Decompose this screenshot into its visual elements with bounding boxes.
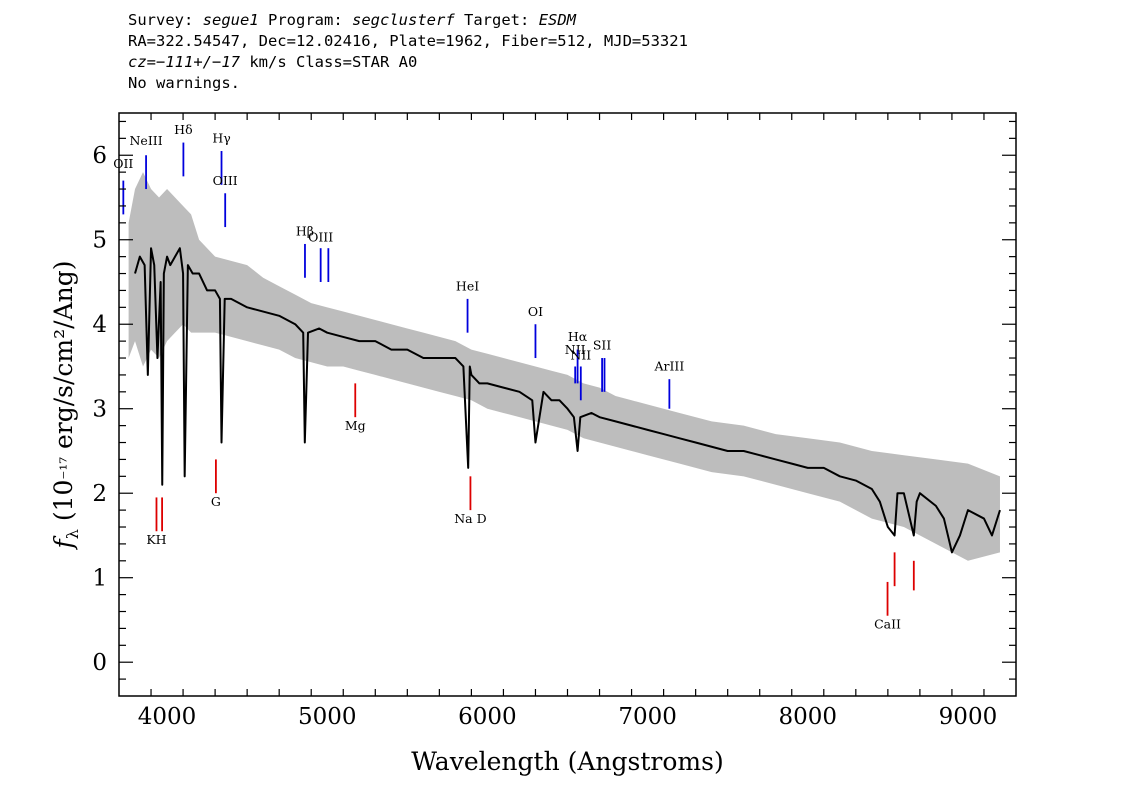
spectrum-header: Survey: segue1 Program: segclusterf Targ… — [128, 10, 688, 94]
survey-label: Survey: — [128, 11, 194, 29]
axis-ticks: 4000 5000 6000 7000 8000 9000 0 1 2 3 4 5 6 — [92, 113, 1016, 730]
emission-line-label: OI — [528, 304, 543, 319]
emission-line-label: NII — [570, 348, 591, 363]
header-warnings-line: No warnings. — [128, 74, 240, 92]
survey-value: segue1 — [202, 11, 259, 29]
cz-value: −111+/−17 — [156, 53, 240, 71]
absorption-line-label: KH — [146, 532, 166, 547]
header-cz-line: cz=−111+/−17 km/s Class=STAR A0 — [128, 52, 688, 73]
emission-line-label: Hα — [568, 329, 588, 344]
y-tick-label: 4 — [92, 312, 107, 338]
x-tick-label: 5000 — [298, 704, 357, 730]
program-label: Program: — [268, 11, 343, 29]
emission-line-label: OIII — [308, 229, 333, 244]
program-value: segclusterf — [352, 11, 455, 29]
emission-line-label: NeIII — [129, 133, 162, 148]
emission-line-label: OIII — [213, 173, 238, 188]
emission-line-label: NII — [565, 342, 586, 357]
y-tick-label: 5 — [92, 228, 107, 254]
absorption-line-label: G — [211, 494, 221, 509]
absorption-line-label: Na D — [454, 511, 486, 526]
target-value: ESDM — [538, 11, 577, 29]
cz-label: cz= — [128, 53, 156, 71]
emission-line-label: OII — [113, 156, 133, 171]
flux-series-layer — [134, 247, 1001, 554]
target-label: Target: — [464, 11, 530, 29]
y-tick-label: 0 — [92, 650, 107, 676]
x-tick-label: 4000 — [138, 704, 197, 730]
emission-line-label: Hβ — [296, 224, 314, 239]
flux-line — [134, 247, 1001, 554]
x-tick-label: 7000 — [618, 704, 677, 730]
x-tick-label: 8000 — [778, 704, 837, 730]
y-tick-label: 6 — [92, 143, 107, 169]
y-tick-label: 1 — [92, 566, 107, 592]
header-coords-line: RA=322.54547, Dec=12.02416, Plate=1962, … — [128, 32, 688, 50]
class-text: km/s Class=STAR A0 — [240, 53, 418, 71]
emission-line-label: Hγ — [212, 131, 230, 146]
emission-line-label: Hδ — [174, 122, 192, 137]
y-tick-label: 3 — [92, 397, 107, 423]
absorption-line-label: Mg — [345, 418, 366, 433]
emission-line-label: SII — [593, 338, 612, 353]
error-band — [128, 172, 1000, 561]
header-survey-line: Survey: segue1 Program: segclusterf Targ… — [128, 10, 688, 31]
spectral-line-markers: OIINeIIIHδHγOIIIHβOIIIHeIOINIIHαNIISIIAr… — [113, 122, 915, 631]
error-band-layer — [128, 172, 1000, 561]
emission-line-label: ArIII — [653, 359, 684, 374]
x-axis-title: Wavelength (Angstroms) — [411, 747, 723, 776]
x-tick-label: 6000 — [458, 704, 517, 730]
emission-line-label: HeI — [456, 278, 479, 293]
y-tick-label: 2 — [92, 481, 107, 507]
absorption-line-label: CaII — [874, 616, 901, 631]
y-axis-title: fλ (10⁻¹⁷ erg/s/cm²/Ang) — [49, 261, 82, 551]
x-tick-label: 9000 — [939, 704, 998, 730]
